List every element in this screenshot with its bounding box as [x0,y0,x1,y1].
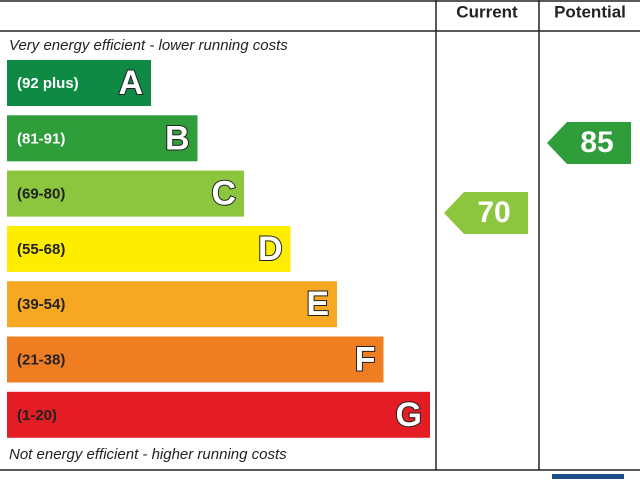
potential-score: 85 [580,126,613,159]
band-bar [7,391,430,438]
band-letter: E [306,285,329,323]
band-bar [7,115,198,162]
band-range: (55-68) [17,241,65,258]
band-bar [7,170,244,217]
decor [552,474,624,479]
band-range: (92 plus) [17,75,79,92]
header-current: Current [456,2,518,21]
band-letter: G [396,396,422,434]
band-range: (81-91) [17,130,65,147]
current-arrow: 70 [444,192,528,234]
bands: (92 plus) A (81-91) B (69-80) C (55-68) D (39-54… [7,60,430,438]
top-note: Very energy efficient - lower running co… [9,37,288,54]
band-range: (39-54) [17,296,65,313]
band-range: (21-38) [17,351,65,368]
band-bar [7,281,337,328]
header-potential: Potential [554,2,626,21]
bottom-note: Not energy efficient - higher running co… [9,446,287,463]
band-bar [7,336,384,383]
band-letter: B [165,119,190,157]
band-letter: D [258,230,283,268]
band-bar [7,225,291,272]
potential-arrow: 85 [547,122,631,164]
current-score: 70 [477,196,510,229]
frame [0,0,640,471]
band-letter: A [118,64,143,102]
band-range: (1-20) [17,407,57,424]
band-letter: F [355,340,376,378]
band-letter: C [211,175,236,213]
band-bar [7,60,151,106]
band-range: (69-80) [17,186,65,203]
